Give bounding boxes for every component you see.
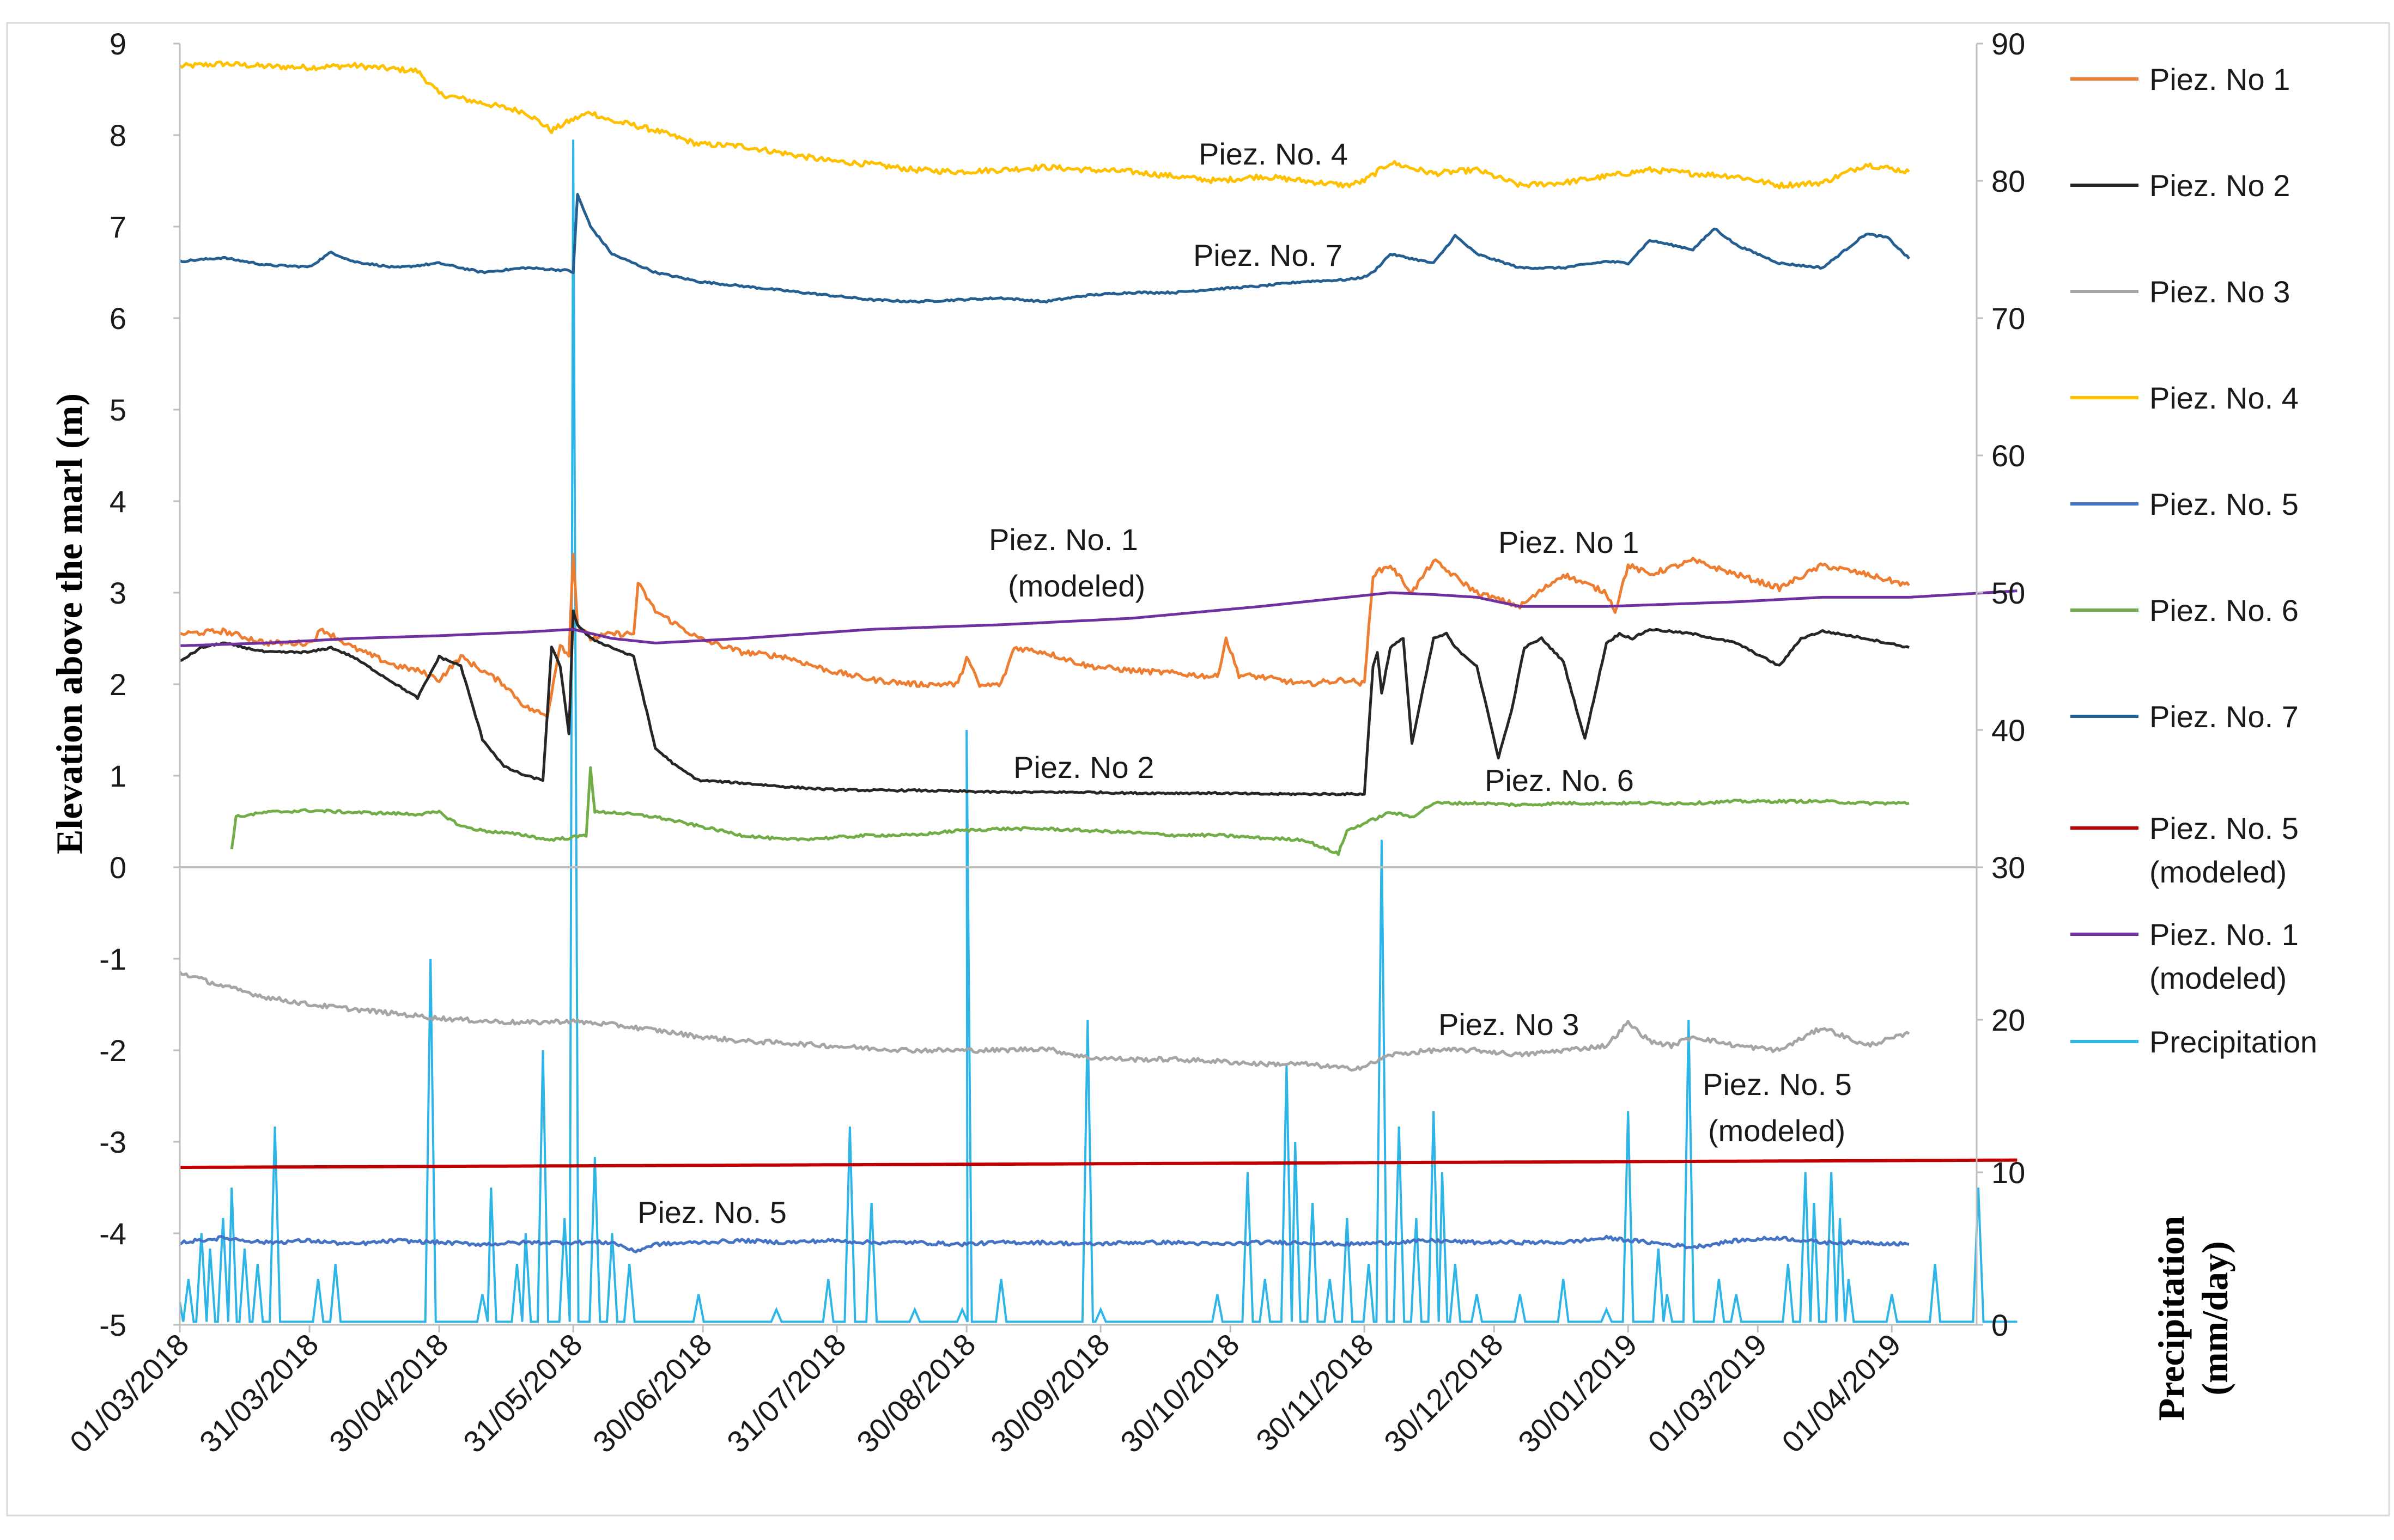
legend-label: (modeled) <box>2149 961 2287 995</box>
right-tick-label: 30 <box>1991 850 2025 885</box>
left-tick-label: -2 <box>99 1033 126 1068</box>
left-tick-label: 3 <box>110 576 126 610</box>
series-p3 <box>179 971 1910 1072</box>
left-tick-label: -4 <box>99 1216 126 1251</box>
left-tick-label: 0 <box>110 850 126 885</box>
series-p2 <box>179 609 1910 796</box>
series-p5m <box>180 1158 2018 1169</box>
annotation-piez-5-modeled-line1: Piez. No. 5 <box>1703 1067 1852 1101</box>
legend: Piez. No 1 Piez. No 2 Piez. No 3 Piez. No. … <box>2070 62 2317 1059</box>
series-p5 <box>179 1234 1910 1253</box>
left-tick-label: 5 <box>110 393 126 427</box>
left-tick-label: 6 <box>110 301 126 336</box>
legend-label: Piez. No. 6 <box>2149 593 2299 628</box>
legend-label: Piez. No 1 <box>2149 62 2290 96</box>
left-tick-label: 7 <box>110 210 126 244</box>
annotation-piez-1-modeled-line1: Piez. No. 1 <box>989 522 1138 557</box>
annotation-piez-2: Piez. No 2 <box>1013 750 1154 784</box>
annotations: Piez. No. 4 Piez. No. 7 Piez. No. 1 (mod… <box>637 137 1852 1229</box>
left-tick-label: -3 <box>99 1125 126 1159</box>
legend-label: Piez. No. 1 <box>2149 917 2299 952</box>
annotation-piez-6: Piez. No. 6 <box>1485 763 1634 798</box>
legend-label: Piez. No 2 <box>2149 168 2290 203</box>
right-tick-label: 0 <box>1991 1308 2008 1342</box>
legend-label: Piez. No. 5 <box>2149 811 2299 845</box>
right-tick-label: 80 <box>1991 164 2025 198</box>
right-axis-title-line2: (mm/day) <box>2194 1241 2235 1395</box>
legend-label: (modeled) <box>2149 855 2287 889</box>
series-p4 <box>179 60 1910 190</box>
annotation-piez-4: Piez. No. 4 <box>1199 137 1348 171</box>
legend-label: Piez. No. 4 <box>2149 381 2299 415</box>
right-tick-label: 60 <box>1991 439 2025 473</box>
left-tick-label: -1 <box>99 942 126 976</box>
annotation-piez-3: Piez. No 3 <box>1438 1007 1579 1042</box>
legend-label: Precipitation <box>2149 1025 2317 1059</box>
annotation-piez-5-modeled-line2: (modeled) <box>1708 1113 1845 1148</box>
right-axis-title-line1: Precipitation <box>2150 1216 2192 1421</box>
annotation-piez-5: Piez. No. 5 <box>637 1195 787 1229</box>
left-tick-label: 9 <box>110 27 126 61</box>
series-p1 <box>179 552 1910 719</box>
series-precipitation <box>179 139 2018 1323</box>
annotation-piez-1-modeled-line2: (modeled) <box>1008 569 1145 603</box>
series-p1m <box>179 589 2018 647</box>
legend-label: Piez. No. 5 <box>2149 487 2299 521</box>
right-tick-label: 10 <box>1991 1155 2025 1190</box>
series-p7 <box>179 193 1911 304</box>
left-tick-label: 2 <box>110 667 126 702</box>
right-tick-label: 40 <box>1991 713 2025 747</box>
annotation-piez-7: Piez. No. 7 <box>1193 238 1342 272</box>
right-tick-label: 50 <box>1991 576 2025 610</box>
legend-label: Piez. No 3 <box>2149 275 2290 309</box>
right-tick-label: 90 <box>1991 27 2025 61</box>
annotation-piez-1: Piez. No 1 <box>1498 525 1639 559</box>
series-p6 <box>230 766 1910 856</box>
plot-area <box>179 60 2018 1323</box>
left-tick-label: 8 <box>110 118 126 153</box>
left-tick-label: -5 <box>99 1308 126 1342</box>
left-tick-label: 1 <box>110 759 126 793</box>
right-tick-label: 70 <box>1991 301 2025 336</box>
left-axis-title: Elevation above the marl (m) <box>48 393 90 854</box>
legend-label: Piez. No. 7 <box>2149 699 2299 734</box>
left-tick-label: 4 <box>110 484 126 519</box>
right-tick-label: 20 <box>1991 1003 2025 1037</box>
chart-frame <box>6 22 2390 1517</box>
axis-titles: Elevation above the marl (m) Precipitati… <box>48 393 2235 1421</box>
